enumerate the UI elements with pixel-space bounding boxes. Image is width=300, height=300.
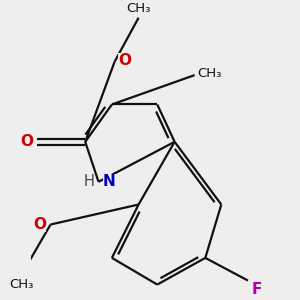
Text: CH₃: CH₃ — [9, 278, 33, 291]
Text: O: O — [33, 217, 46, 232]
Text: N: N — [103, 174, 116, 189]
Text: H: H — [83, 174, 94, 189]
Text: O: O — [20, 134, 33, 149]
Text: O: O — [118, 53, 131, 68]
Text: CH₃: CH₃ — [198, 67, 222, 80]
Text: F: F — [252, 282, 262, 297]
Text: CH₃: CH₃ — [126, 2, 151, 15]
